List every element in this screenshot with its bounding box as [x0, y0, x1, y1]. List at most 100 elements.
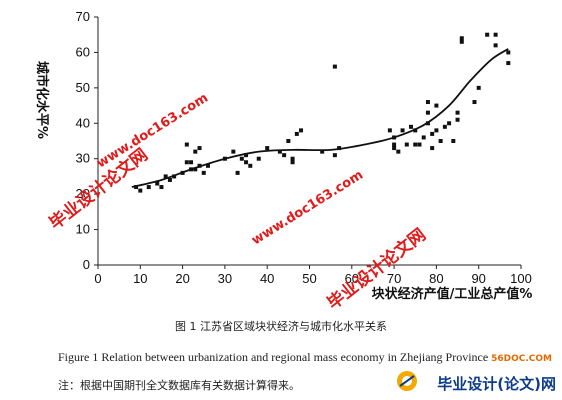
data-point	[265, 146, 270, 151]
data-point	[459, 39, 464, 44]
data-point	[197, 163, 202, 168]
x-tick-label: 70	[387, 271, 401, 286]
data-point	[472, 100, 477, 105]
y-tick-label: 0	[83, 257, 90, 272]
site-logo: 56DOC.COM 毕业设计(论文)网	[396, 354, 556, 394]
data-point	[425, 121, 430, 126]
data-point	[404, 142, 409, 147]
data-point	[193, 149, 198, 154]
data-point	[277, 149, 282, 154]
trend-line	[131, 48, 509, 188]
y-tick-label: 60	[76, 44, 90, 59]
data-point	[189, 167, 194, 172]
axes	[94, 16, 522, 269]
data-point	[506, 50, 511, 55]
data-point	[425, 110, 430, 115]
data-point	[332, 64, 337, 69]
data-point	[476, 85, 481, 90]
data-point	[506, 61, 511, 66]
data-point	[430, 146, 435, 151]
x-tick-label: 20	[175, 271, 189, 286]
data-point	[239, 156, 244, 161]
data-point	[421, 135, 426, 140]
data-point	[235, 170, 240, 175]
y-tick-label: 70	[76, 9, 90, 24]
data-point	[290, 160, 295, 165]
data-point	[231, 149, 236, 154]
data-point	[438, 139, 443, 143]
data-point	[244, 153, 249, 158]
data-point	[184, 160, 189, 165]
data-point	[447, 121, 452, 126]
data-point	[172, 174, 177, 179]
data-point	[425, 100, 430, 105]
data-point	[282, 153, 287, 158]
data-point	[320, 149, 325, 154]
data-point	[138, 188, 143, 193]
data-point	[409, 124, 414, 129]
data-point	[256, 156, 261, 161]
x-tick-label: 10	[133, 271, 147, 286]
axis-labels: 0 10 20 30 40 50 60 70 80 90 100010203040506070块状经…	[34, 9, 532, 302]
data-point	[493, 32, 498, 37]
data-point	[159, 185, 164, 190]
y-axis-title: 城市化水平%	[34, 61, 50, 139]
data-point	[197, 146, 202, 151]
data-point	[485, 32, 490, 37]
data-point	[222, 156, 227, 161]
data-point	[205, 163, 210, 168]
data-point	[180, 170, 185, 175]
data-point	[146, 185, 151, 190]
logo-mark-icon	[397, 371, 417, 391]
data-point	[387, 128, 392, 133]
x-axis-title: 块状经济产值/工业总产值%	[372, 286, 533, 302]
data-point	[337, 146, 342, 151]
data-point	[396, 149, 401, 154]
data-point	[434, 128, 439, 133]
y-tick-label: 20	[76, 186, 90, 201]
figure-caption-english: Figure 1 Relation between urbanization a…	[58, 350, 489, 364]
data-point	[286, 139, 291, 143]
data-point	[434, 103, 439, 108]
watermark-url-2: www.doc163.com	[249, 168, 366, 249]
data-point	[167, 177, 172, 182]
x-tick-label: 40	[260, 271, 274, 286]
data-point	[290, 156, 295, 161]
data-point	[459, 36, 464, 41]
data-point	[442, 124, 447, 129]
data-point	[201, 170, 206, 175]
data-point	[455, 110, 460, 115]
data-point	[294, 131, 299, 136]
figure-note: 注：根据中国期刊全文数据库有关数据计算得来。	[58, 379, 300, 392]
x-tick-label: 90	[471, 271, 485, 286]
watermark-url-1: www.doc163.com	[94, 91, 211, 172]
data-point	[493, 43, 498, 48]
data-point	[392, 146, 397, 151]
data-point	[155, 181, 160, 186]
figure-caption-chinese: 图 1 江苏省区域块状经济与城市化水平关系	[175, 320, 387, 333]
y-tick-label: 30	[76, 151, 90, 166]
data-point	[248, 163, 253, 168]
data-point	[400, 128, 405, 133]
data-point	[413, 128, 418, 133]
data-point	[430, 131, 435, 136]
data-point	[299, 128, 304, 133]
data-point	[455, 117, 460, 122]
logo-domain: 56DOC.COM	[491, 354, 552, 364]
y-tick-label: 10	[76, 222, 90, 237]
x-tick-label: 100	[510, 271, 532, 286]
logo-title: 毕业设计(论文)网	[437, 375, 556, 393]
data-point	[244, 160, 249, 165]
data-point	[413, 142, 418, 147]
x-tick-label: 30	[218, 271, 232, 286]
y-tick-label: 40	[76, 115, 90, 130]
x-tick-label: 50	[302, 271, 316, 286]
data-point	[184, 142, 189, 147]
x-tick-label: 0	[94, 271, 101, 286]
data-point	[392, 135, 397, 140]
y-tick-label: 50	[76, 80, 90, 95]
x-tick-label: 80	[429, 271, 443, 286]
data-point	[417, 142, 422, 147]
